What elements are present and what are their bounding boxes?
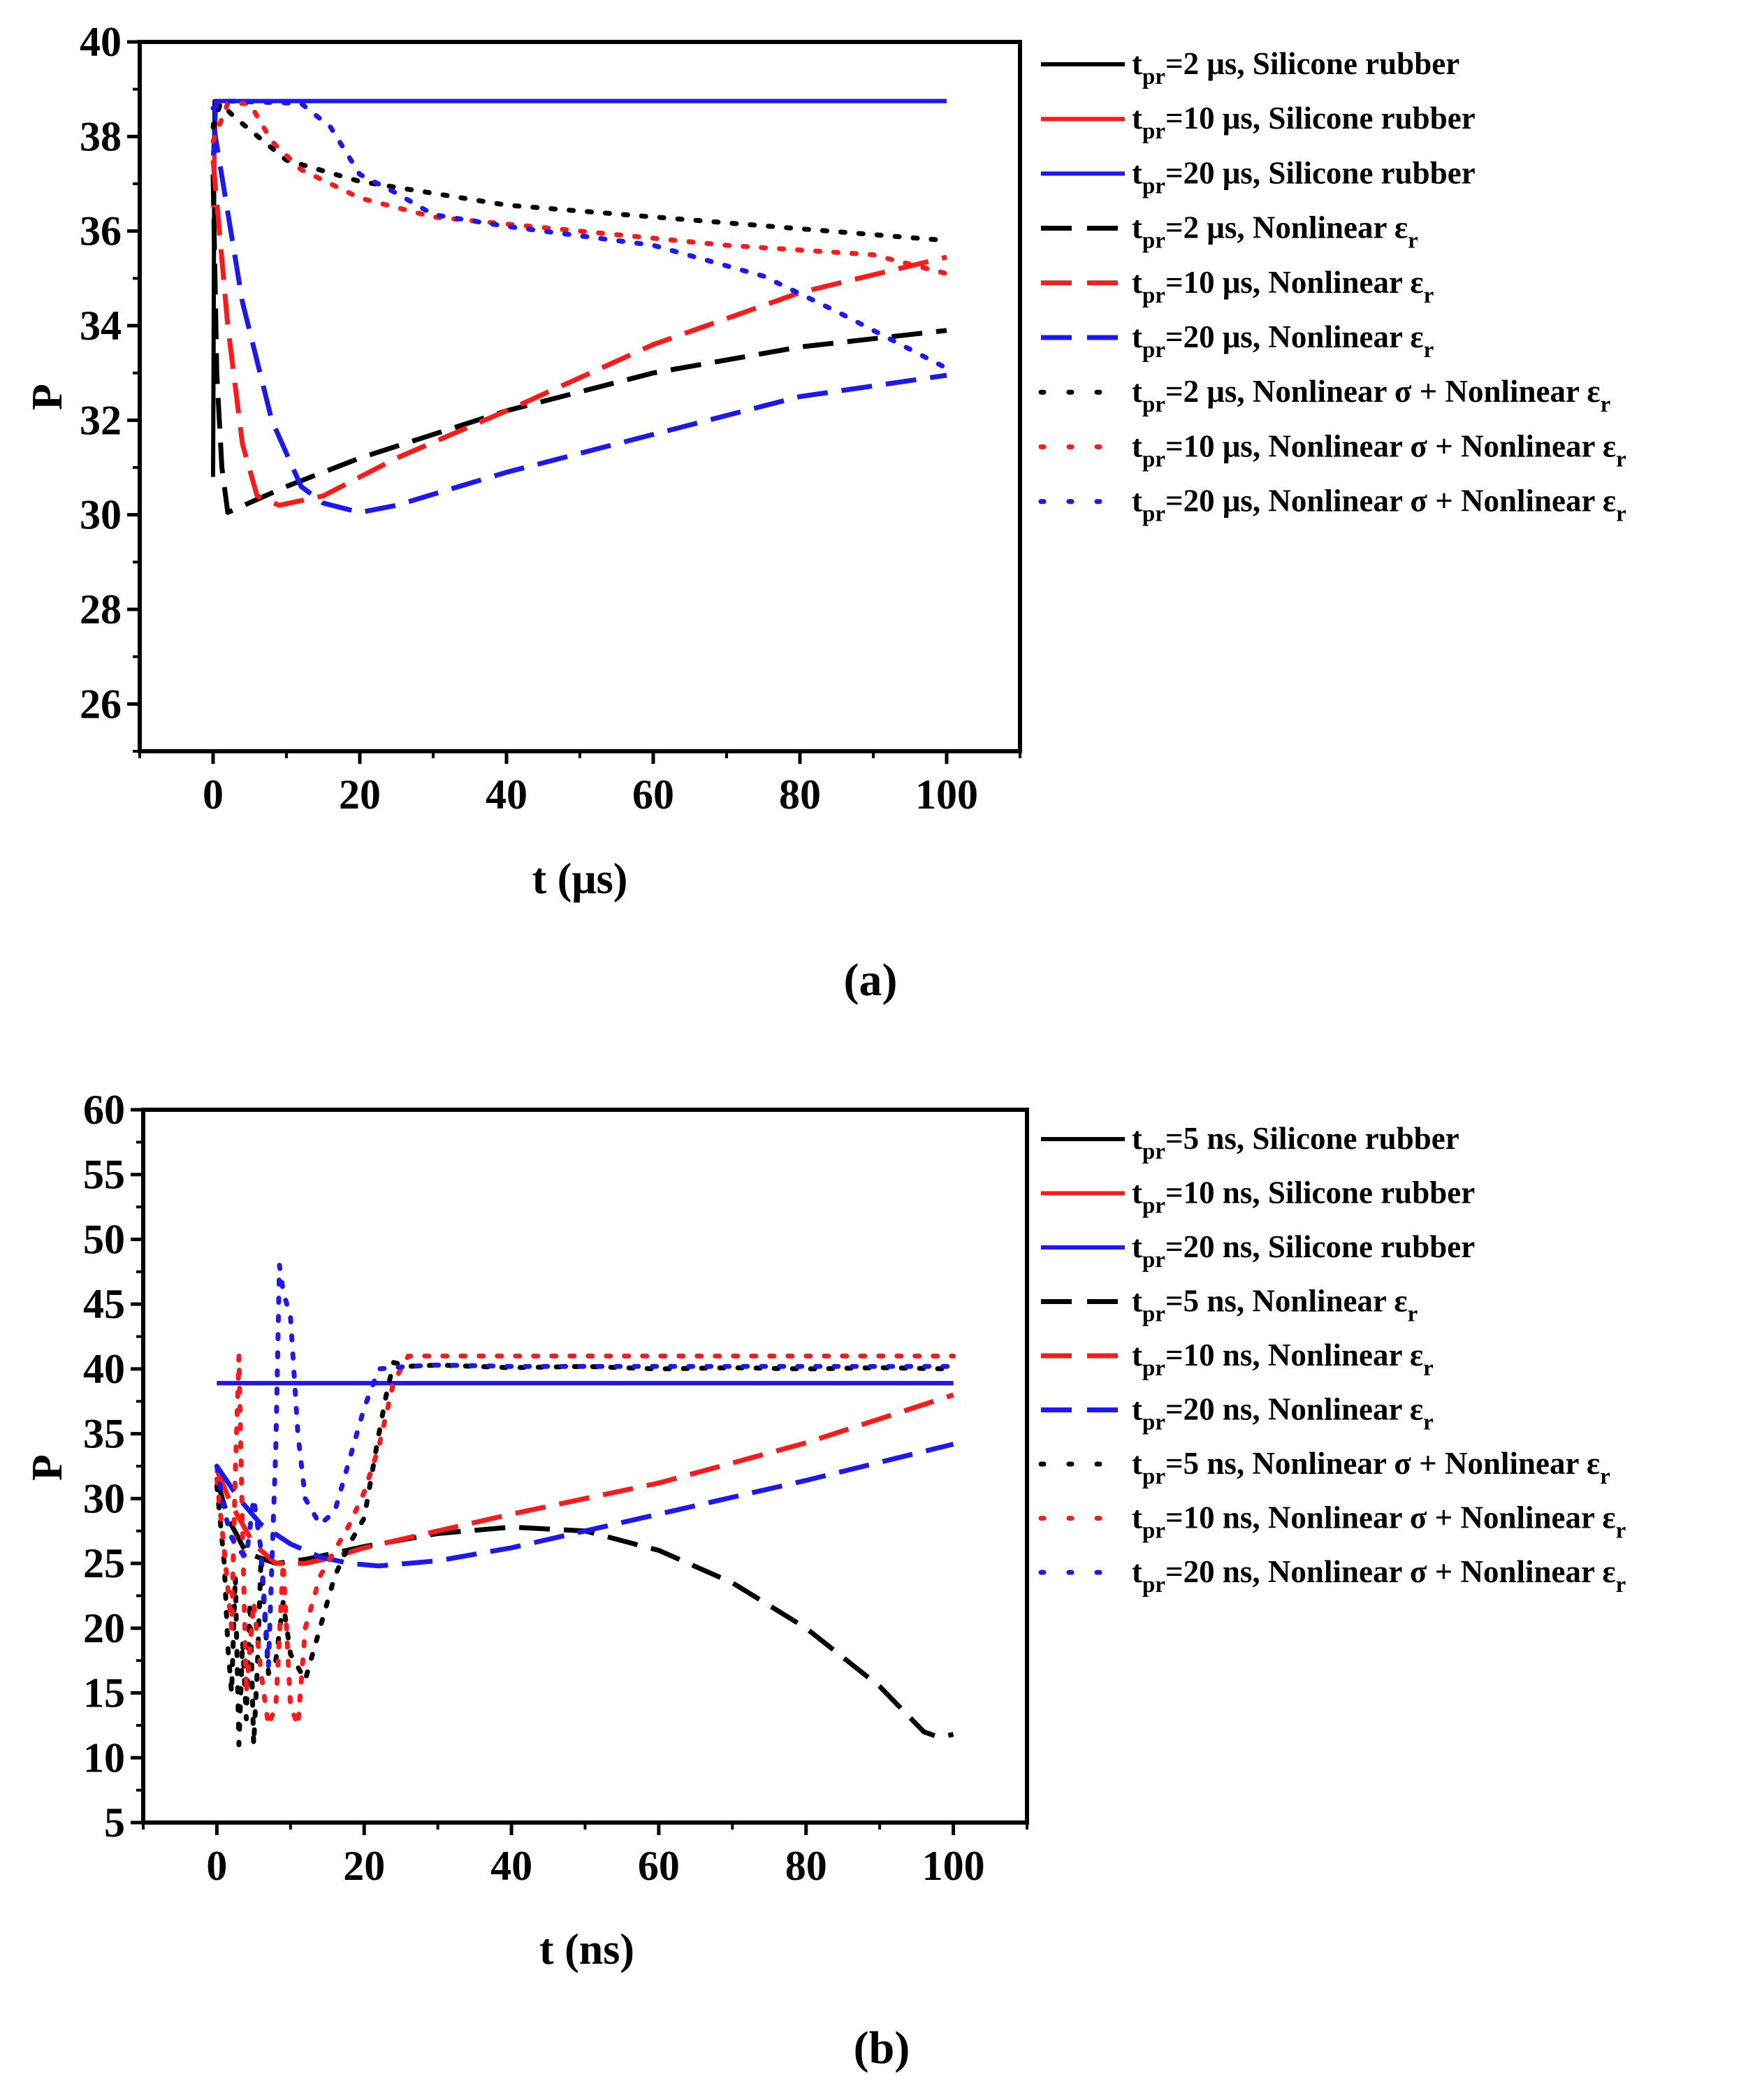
panel-a-series-8-line (210, 101, 949, 277)
panel-b-ytick-label-60: 60 (83, 1087, 125, 1133)
panel-b-xtick-label-100: 100 (922, 1843, 985, 1889)
panel-b-xtick-label-80: 80 (785, 1843, 827, 1889)
panel-a-legend-label-1: tpr=2 μs, Silicone rubber (1132, 46, 1459, 89)
panel-a-ytick-label-28: 28 (80, 586, 122, 632)
panel-a-xtick-label-60: 60 (632, 772, 674, 818)
panel-b-series-5-line (214, 1392, 954, 1566)
panel-a-series-9-line (210, 99, 949, 371)
panel-a-legend-label-6: tpr=20 μs, Nonlinear εr (1132, 319, 1434, 363)
panel-b-ytick-label-20: 20 (83, 1605, 125, 1651)
panel-b-legend-label-8: tpr=10 ns, Nonlinear σ + Nonlinear εr (1132, 1500, 1626, 1544)
panel-b-ytick-label-25: 25 (83, 1540, 125, 1586)
panel-a-xtick-label-100: 100 (915, 772, 978, 818)
panel-a-xtick-label-40: 40 (486, 772, 527, 818)
panel-a-ytick-label-36: 36 (80, 208, 122, 254)
panel-a-legend-label-2: tpr=10 μs, Silicone rubber (1132, 101, 1476, 144)
panel-b-legend-label-6: tpr=20 ns, Nonlinear εr (1132, 1392, 1434, 1435)
panel-a-xtick-label-80: 80 (779, 772, 821, 818)
panel-b-ytick-label-40: 40 (83, 1346, 125, 1392)
panel-b-legend-label-5: tpr=10 ns, Nonlinear εr (1132, 1338, 1434, 1381)
panel-b-series-9-line (214, 1263, 956, 1670)
panel-b-ytick-label-5: 5 (104, 1800, 125, 1846)
panel-a-ytick-label-38: 38 (80, 113, 122, 159)
panel-a-label: (a) (844, 955, 898, 1006)
panel-b-ytick-label-10: 10 (83, 1735, 125, 1781)
panel-b-series-6-line (214, 1442, 954, 1569)
panel-a-legend: tpr=2 μs, Silicone rubber tpr=10 μs, Sili… (1038, 46, 1626, 527)
panel-a-ytick-label-26: 26 (80, 681, 122, 727)
panel-a-axes: 0 20 40 60 80 100 26 28 30 32 34 36 38 40 (80, 19, 1021, 818)
panel-a-legend-label-5: tpr=10 μs, Nonlinear εr (1132, 265, 1434, 308)
panel-b-xlabel: t (ns) (539, 1926, 634, 1974)
panel-b-ytick-label-35: 35 (83, 1411, 125, 1457)
panel-b-xtick-label-20: 20 (343, 1843, 385, 1889)
panel-b-series-8-line (214, 1353, 956, 1728)
panel-a-legend-label-8: tpr=10 μs, Nonlinear σ + Nonlinear εr (1132, 428, 1626, 472)
panel-b-ytick-label-50: 50 (83, 1216, 125, 1262)
panel-b-series-lines (214, 1263, 956, 1748)
panel-a-series-6-line (210, 122, 947, 515)
panel-b: 0 20 40 60 80 100 5 10 15 20 25 30 35 40 45 50 55 60 tpr=… (24, 1087, 1626, 2073)
panel-b-label: (b) (854, 2022, 910, 2073)
panel-a-legend-label-7: tpr=2 μs, Nonlinear σ + Nonlinear εr (1132, 374, 1610, 417)
panel-b-ytick-label-45: 45 (83, 1281, 125, 1327)
panel-b-legend-label-2: tpr=10 ns, Silicone rubber (1132, 1175, 1475, 1219)
panel-a-ytick-label-34: 34 (80, 303, 122, 349)
panel-b-ytick-label-30: 30 (83, 1475, 125, 1521)
panel-b-legend-label-3: tpr=20 ns, Silicone rubber (1132, 1229, 1475, 1273)
panel-a-series-1-line (211, 99, 947, 477)
panel-a-ytick-label-32: 32 (80, 397, 122, 443)
panel-b-axes: 0 20 40 60 80 100 5 10 15 20 25 30 35 40 45 50 55 60 (83, 1087, 1028, 1889)
panel-b-xtick-label-40: 40 (490, 1843, 532, 1889)
panel-a-legend-label-4: tpr=2 μs, Nonlinear εr (1132, 210, 1418, 254)
panel-a-xtick-label-20: 20 (339, 772, 381, 818)
panel-a-series-3-line (211, 99, 947, 156)
panel-b-legend: tpr=5 ns, Silicone rubber tpr=10 ns, Sili… (1038, 1121, 1626, 1598)
panel-a-series-7-line (210, 101, 949, 243)
panel-b-xtick-label-60: 60 (638, 1843, 680, 1889)
panel-b-legend-label-1: tpr=5 ns, Silicone rubber (1132, 1121, 1459, 1164)
panel-a-legend-label-9: tpr=20 μs, Nonlinear σ + Nonlinear εr (1132, 484, 1626, 527)
panel-a-series-4-line (210, 174, 947, 515)
panel-a-series-5-line (210, 159, 947, 508)
panel-b-legend-label-7: tpr=5 ns, Nonlinear σ + Nonlinear εr (1132, 1446, 1610, 1489)
panel-b-ylabel: P (24, 1454, 71, 1481)
panel-b-xtick-label-0: 0 (206, 1843, 227, 1889)
panel-a: 0 20 40 60 80 100 26 28 30 32 34 36 38 40 tpr=2 μs, S… (24, 19, 1626, 1006)
panel-b-ytick-label-55: 55 (83, 1152, 125, 1198)
panel-a-legend-label-3: tpr=20 μs, Silicone rubber (1132, 155, 1476, 198)
panel-b-legend-label-9: tpr=20 ns, Nonlinear σ + Nonlinear εr (1132, 1554, 1626, 1598)
panel-a-xtick-label-0: 0 (203, 772, 224, 818)
panel-a-ytick-label-30: 30 (80, 492, 122, 538)
panel-a-series-2-line (211, 99, 947, 208)
panel-a-ytick-label-40: 40 (80, 19, 122, 65)
panel-a-series-lines (210, 99, 949, 515)
panel-a-ylabel: P (24, 384, 71, 410)
panel-b-ytick-label-15: 15 (83, 1670, 125, 1716)
panel-b-legend-label-4: tpr=5 ns, Nonlinear εr (1132, 1284, 1418, 1327)
panel-a-xlabel: t (μs) (532, 855, 628, 903)
